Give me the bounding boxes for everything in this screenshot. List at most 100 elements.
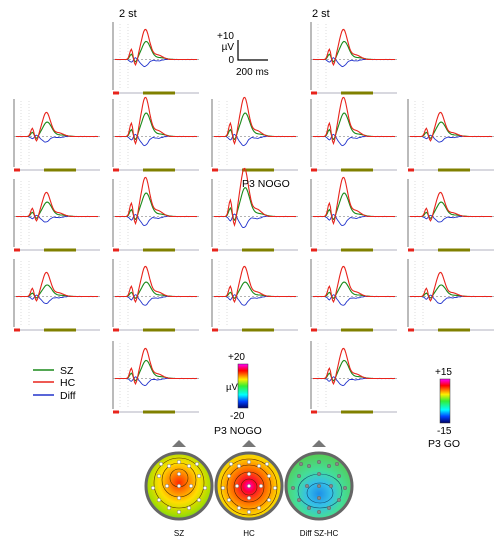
topo-sz-electrode-12 (176, 496, 181, 501)
erp-panel-row1-col2-hc-line (115, 28, 197, 67)
erp-panel-row3-col3-significance-red (212, 248, 218, 252)
topo-sz-electrode-15 (186, 506, 191, 511)
erp-panel-row4-col1 (13, 259, 100, 332)
erp-panel-row2-col4-hc-line (313, 96, 395, 146)
topo-sz-label: SZ (174, 529, 184, 538)
topo-sz-electrode-3 (156, 474, 161, 479)
topo-diff-electrode-14 (307, 506, 312, 511)
topo-sz-electrode-5 (196, 474, 201, 479)
topo-hc-label: HC (243, 529, 255, 538)
topo-sz-electrode-18 (194, 462, 199, 467)
p3-nogo-colorbar-max: +20 (228, 352, 245, 363)
topo-sz-electrode-7 (164, 484, 169, 489)
erp-panel-row3-col4-significance-red (311, 248, 317, 252)
erp-panel-row4-col4-significance-red (311, 328, 317, 332)
erp-panel-row4-col1-hc-line (16, 271, 98, 302)
erp-panel-row2-col4-significance-olive (341, 168, 373, 172)
erp-panel-row3-col5 (407, 179, 494, 252)
topo-hc-electrode-5 (267, 474, 272, 479)
topo-hc-electrode-17 (228, 462, 233, 467)
scale-bar-axes (237, 40, 268, 61)
p3-go-colorbar-min: -15 (437, 426, 452, 437)
erp-panel-row2-col5-hc-line (410, 111, 492, 142)
legend-label-hc: HC (60, 377, 76, 389)
erp-panel-row4-col2 (112, 259, 199, 332)
erp-panel-row2-col2-significance-red (113, 168, 119, 172)
erp-panel-row4-col2-significance-red (113, 328, 119, 332)
topo-diff: Diff SZ-HC (284, 440, 354, 538)
topo-sz-electrode-2 (186, 464, 191, 469)
erp-panel-row2-col3 (211, 96, 298, 172)
topo-diff-electrode-8 (317, 484, 322, 489)
topo-hc-electrode-11 (226, 498, 231, 503)
erp-panel-row3-col5-significance-red (408, 248, 414, 252)
topo-sz-electrode-8 (176, 484, 181, 489)
erp-panel-row1-col4-significance-olive (341, 91, 373, 95)
erp-panel-row3-col4-significance-olive (341, 248, 373, 252)
p3-go-colorbar-max: +15 (435, 367, 452, 378)
erp-panels (13, 22, 494, 414)
topo-hc-electrode-6 (220, 486, 225, 491)
topo-sz-electrode-0 (176, 460, 181, 465)
erp-panel-row4-col3 (211, 259, 298, 332)
erp-panel-row3-col2 (112, 176, 199, 252)
topo-hc-electrode-12 (246, 496, 251, 501)
topo-sz-electrode-13 (196, 498, 201, 503)
erp-panel-row2-col1 (13, 99, 100, 172)
p3-nogo-colorbar: +20 µV -20 P3 NOGO (214, 352, 262, 437)
erp-panel-row2-col5-significance-olive (438, 168, 470, 172)
topo-hc-electrode-15 (257, 506, 262, 511)
erp-panel-row1-col4 (310, 22, 397, 95)
topo-hc-electrode-7 (234, 484, 239, 489)
topo-hc-electrode-4 (246, 472, 251, 477)
erp-panel-row3-col3-significance-olive (242, 248, 274, 252)
topo-diff-electrode-17 (299, 462, 304, 467)
topo-sz-electrode-1 (166, 464, 171, 469)
topo-diff-electrode-3 (297, 474, 302, 479)
topo-hc-electrode-14 (236, 506, 241, 511)
p3-go-colorbar-gradient (439, 378, 451, 424)
topo-hc-electrode-1 (236, 464, 241, 469)
p3-nogo-colorbar-title: P3 NOGO (214, 425, 262, 437)
topo-diff-nose (312, 440, 326, 447)
topo-hc-electrode-10 (273, 486, 278, 491)
erp-panel-row2-col2-hc-line (115, 96, 197, 146)
topo-diff-electrode-2 (327, 464, 332, 469)
erp-panel-row2-col3-significance-olive (242, 168, 274, 172)
scale-bar: +10 µV 0 200 ms (217, 31, 269, 78)
topo-diff-electrode-4 (317, 472, 322, 477)
topo-diff-electrode-12 (317, 496, 322, 501)
topo-hc-electrode-9 (259, 484, 264, 489)
topo-diff-electrode-10 (343, 486, 348, 491)
erp-panel-row2-col3-hc-line (214, 96, 296, 146)
topo-diff-electrode-16 (317, 510, 322, 515)
erp-panel-row2-col1-hc-line (16, 111, 98, 142)
erp-panel-row1-col2-significance-red (113, 91, 119, 95)
erp-panel-row2-col3-significance-red (212, 168, 218, 172)
topo-diff-label: Diff SZ-HC (300, 529, 339, 538)
erp-panel-row2-col1-significance-red (14, 168, 20, 172)
topo-diff-electrode-6 (291, 486, 296, 491)
topomaps: SZ HC Diff SZ-HC (144, 440, 354, 538)
legend: SZ HC Diff (33, 365, 76, 402)
erp-panel-row1-col2 (112, 22, 199, 95)
scale-bar-time: 200 ms (236, 67, 269, 78)
topo-diff-electrodes (291, 460, 348, 515)
erp-panel-row3-col5-hc-line (410, 191, 492, 222)
erp-panel-row4-col2-significance-olive (143, 328, 175, 332)
topo-diff-electrode-11 (297, 498, 302, 503)
erp-panel-row4-col4 (310, 259, 397, 332)
topo-diff-electrode-0 (317, 460, 322, 465)
erp-panel-row3-col2-hc-line (115, 176, 197, 226)
topo-hc-electrode-8 (246, 484, 251, 489)
topo-hc-electrode-2 (257, 464, 262, 469)
topo-hc-electrode-3 (226, 474, 231, 479)
legend-label-diff: Diff (60, 390, 76, 402)
erp-panel-row3-col1-significance-olive (44, 248, 76, 252)
erp-panel-row3-col2-significance-red (113, 248, 119, 252)
erp-panel-row3-col5-significance-olive (438, 248, 470, 252)
erp-panel-row5-col4-significance-red (311, 410, 317, 414)
p3-nogo-colorbar-min: -20 (230, 411, 245, 422)
erp-panel-row2-col4 (310, 96, 397, 172)
